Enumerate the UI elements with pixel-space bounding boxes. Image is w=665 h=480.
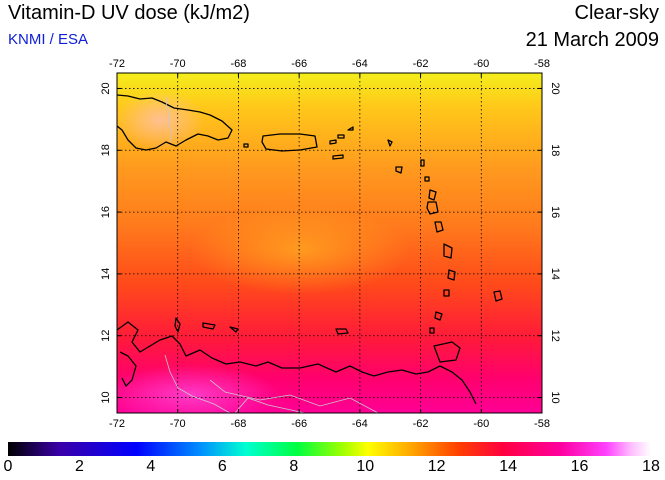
lon-tick-label-bottom: -58 xyxy=(534,418,550,430)
source-label: KNMI / ESA xyxy=(8,31,89,48)
lon-tick-label-top: -72 xyxy=(109,58,125,70)
tick-labels: -72 -72 -70 -70 -68 -68 -66 -66 -64 -64 -62 -62 -60 -… xyxy=(100,58,561,430)
coast-south-america xyxy=(117,321,477,405)
lon-tick-label-top: -60 xyxy=(473,58,489,70)
coordinate-grid xyxy=(117,73,542,413)
lat-tick-label-left: 12 xyxy=(100,330,112,342)
coast-puerto-rico xyxy=(261,133,318,152)
lat-tick-label-right: 20 xyxy=(549,82,561,94)
colorbar-tick-label: 0 xyxy=(3,458,13,475)
coast-trinidad xyxy=(433,341,461,363)
colorbar xyxy=(8,442,651,456)
map-frame xyxy=(116,72,543,414)
sky-condition-label: Clear-sky xyxy=(574,2,659,24)
colorbar-tick-label: 2 xyxy=(74,458,84,475)
lon-tick-label-top: -68 xyxy=(230,58,246,70)
colorbar-tick-label: 4 xyxy=(146,458,156,475)
date-label: 21 March 2009 xyxy=(525,29,659,51)
lon-tick-label-bottom: -70 xyxy=(170,418,186,430)
lon-tick-label-top: -64 xyxy=(352,58,368,70)
lat-tick-label-left: 18 xyxy=(100,144,112,156)
lon-tick-label-top: -66 xyxy=(291,58,307,70)
colorbar-tick-label: 14 xyxy=(499,458,518,475)
lat-tick-label-left: 16 xyxy=(100,206,112,218)
lon-tick-label-bottom: -68 xyxy=(230,418,246,430)
coastlines xyxy=(117,94,503,405)
lat-tick-label-left: 10 xyxy=(100,391,112,403)
colorbar-tick-label: 6 xyxy=(217,458,227,475)
country-borders xyxy=(164,96,379,413)
colorbar-tick-label: 12 xyxy=(427,458,446,475)
lon-tick-label-bottom: -60 xyxy=(473,418,489,430)
coast-abc-islands xyxy=(174,317,349,335)
coast-hispaniola xyxy=(117,94,233,151)
lat-tick-label-left: 14 xyxy=(100,268,112,280)
lat-tick-label-right: 14 xyxy=(549,268,561,280)
colorbar-tick-label: 10 xyxy=(356,458,375,475)
lon-tick-label-bottom: -62 xyxy=(413,418,429,430)
coast-lesser-antilles xyxy=(387,139,503,334)
coast-small-isles-west xyxy=(243,126,354,160)
lon-tick-label-top: -58 xyxy=(534,58,550,70)
lat-tick-label-left: 20 xyxy=(100,82,112,94)
lat-tick-label-right: 16 xyxy=(549,206,561,218)
lon-tick-label-bottom: -72 xyxy=(109,418,125,430)
lon-tick-label-top: -70 xyxy=(170,58,186,70)
lat-tick-label-right: 18 xyxy=(549,144,561,156)
lon-tick-label-bottom: -64 xyxy=(352,418,368,430)
coast-lake-maracaibo xyxy=(119,351,137,387)
map-title: Vitamin-D UV dose (kJ/m2) xyxy=(8,2,250,24)
colorbar-tick-label: 16 xyxy=(570,458,589,475)
lat-tick-label-right: 12 xyxy=(549,330,561,342)
colorbar-tick-label: 18 xyxy=(642,458,660,475)
lat-tick-label-right: 10 xyxy=(549,391,561,403)
colorbar-tick-label: 8 xyxy=(289,458,299,475)
uv-field xyxy=(117,73,542,413)
lon-tick-label-top: -62 xyxy=(413,58,429,70)
lon-tick-label-bottom: -66 xyxy=(291,418,307,430)
